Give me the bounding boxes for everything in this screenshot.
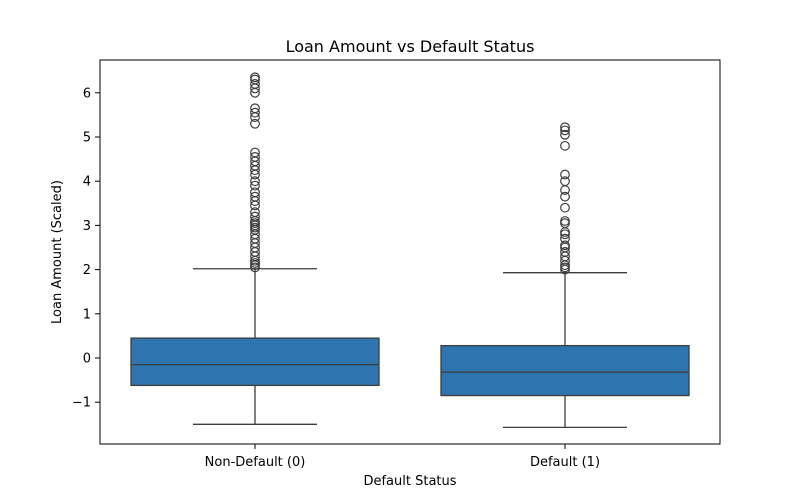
y-tick-label: 4 <box>83 175 91 190</box>
outlier-point <box>250 151 260 162</box>
outlier-point <box>250 180 260 191</box>
iqr-box <box>130 337 380 387</box>
outlier-point <box>250 72 260 83</box>
y-axis: −1 0 1 2 3 4 5 6 <box>72 86 100 411</box>
x-axis: Non-Default (0) Default (1) <box>205 444 600 470</box>
outlier-point <box>560 191 570 202</box>
outlier-point <box>560 122 570 133</box>
outlier-point <box>250 103 260 114</box>
outlier-point <box>560 233 570 244</box>
box-group-non-default <box>130 72 380 425</box>
outlier-point <box>250 79 260 89</box>
outlier-point <box>560 202 570 213</box>
box-group-default <box>440 122 690 429</box>
outlier-point <box>250 107 260 118</box>
outlier-point <box>560 247 570 257</box>
outlier-point <box>250 118 260 129</box>
outlier-point <box>560 140 570 151</box>
outlier-point <box>560 125 570 136</box>
iqr-box <box>440 344 690 397</box>
outlier-point <box>560 240 570 251</box>
outlier-point <box>560 176 570 187</box>
chart-title: Loan Amount vs Default Status <box>286 37 535 56</box>
outlier-point <box>560 185 570 195</box>
y-tick-label: 6 <box>83 86 91 101</box>
y-tick-label: 5 <box>83 131 91 146</box>
box-plot-marks <box>130 72 690 429</box>
x-tick-label: Default (1) <box>530 455 600 470</box>
outlier-point <box>250 187 260 198</box>
outlier-point <box>560 129 570 140</box>
y-tick-label: 2 <box>83 263 91 278</box>
outlier-point <box>560 216 570 226</box>
y-axis-title: Loan Amount (Scaled) <box>50 180 65 324</box>
plot-area-frame <box>99 59 721 445</box>
y-tick-label: −1 <box>72 396 91 411</box>
y-tick-label: 0 <box>83 352 91 367</box>
outlier-point <box>250 211 260 222</box>
outlier-point <box>250 176 260 187</box>
x-axis-title: Default Status <box>363 474 456 489</box>
outlier-point <box>250 191 260 202</box>
outlier-point <box>250 207 260 218</box>
outlier-point <box>250 147 260 158</box>
y-tick-label: 3 <box>83 219 91 234</box>
y-tick-label: 1 <box>83 307 91 322</box>
x-tick-label: Non-Default (0) <box>205 455 306 470</box>
outlier-point <box>560 169 570 180</box>
